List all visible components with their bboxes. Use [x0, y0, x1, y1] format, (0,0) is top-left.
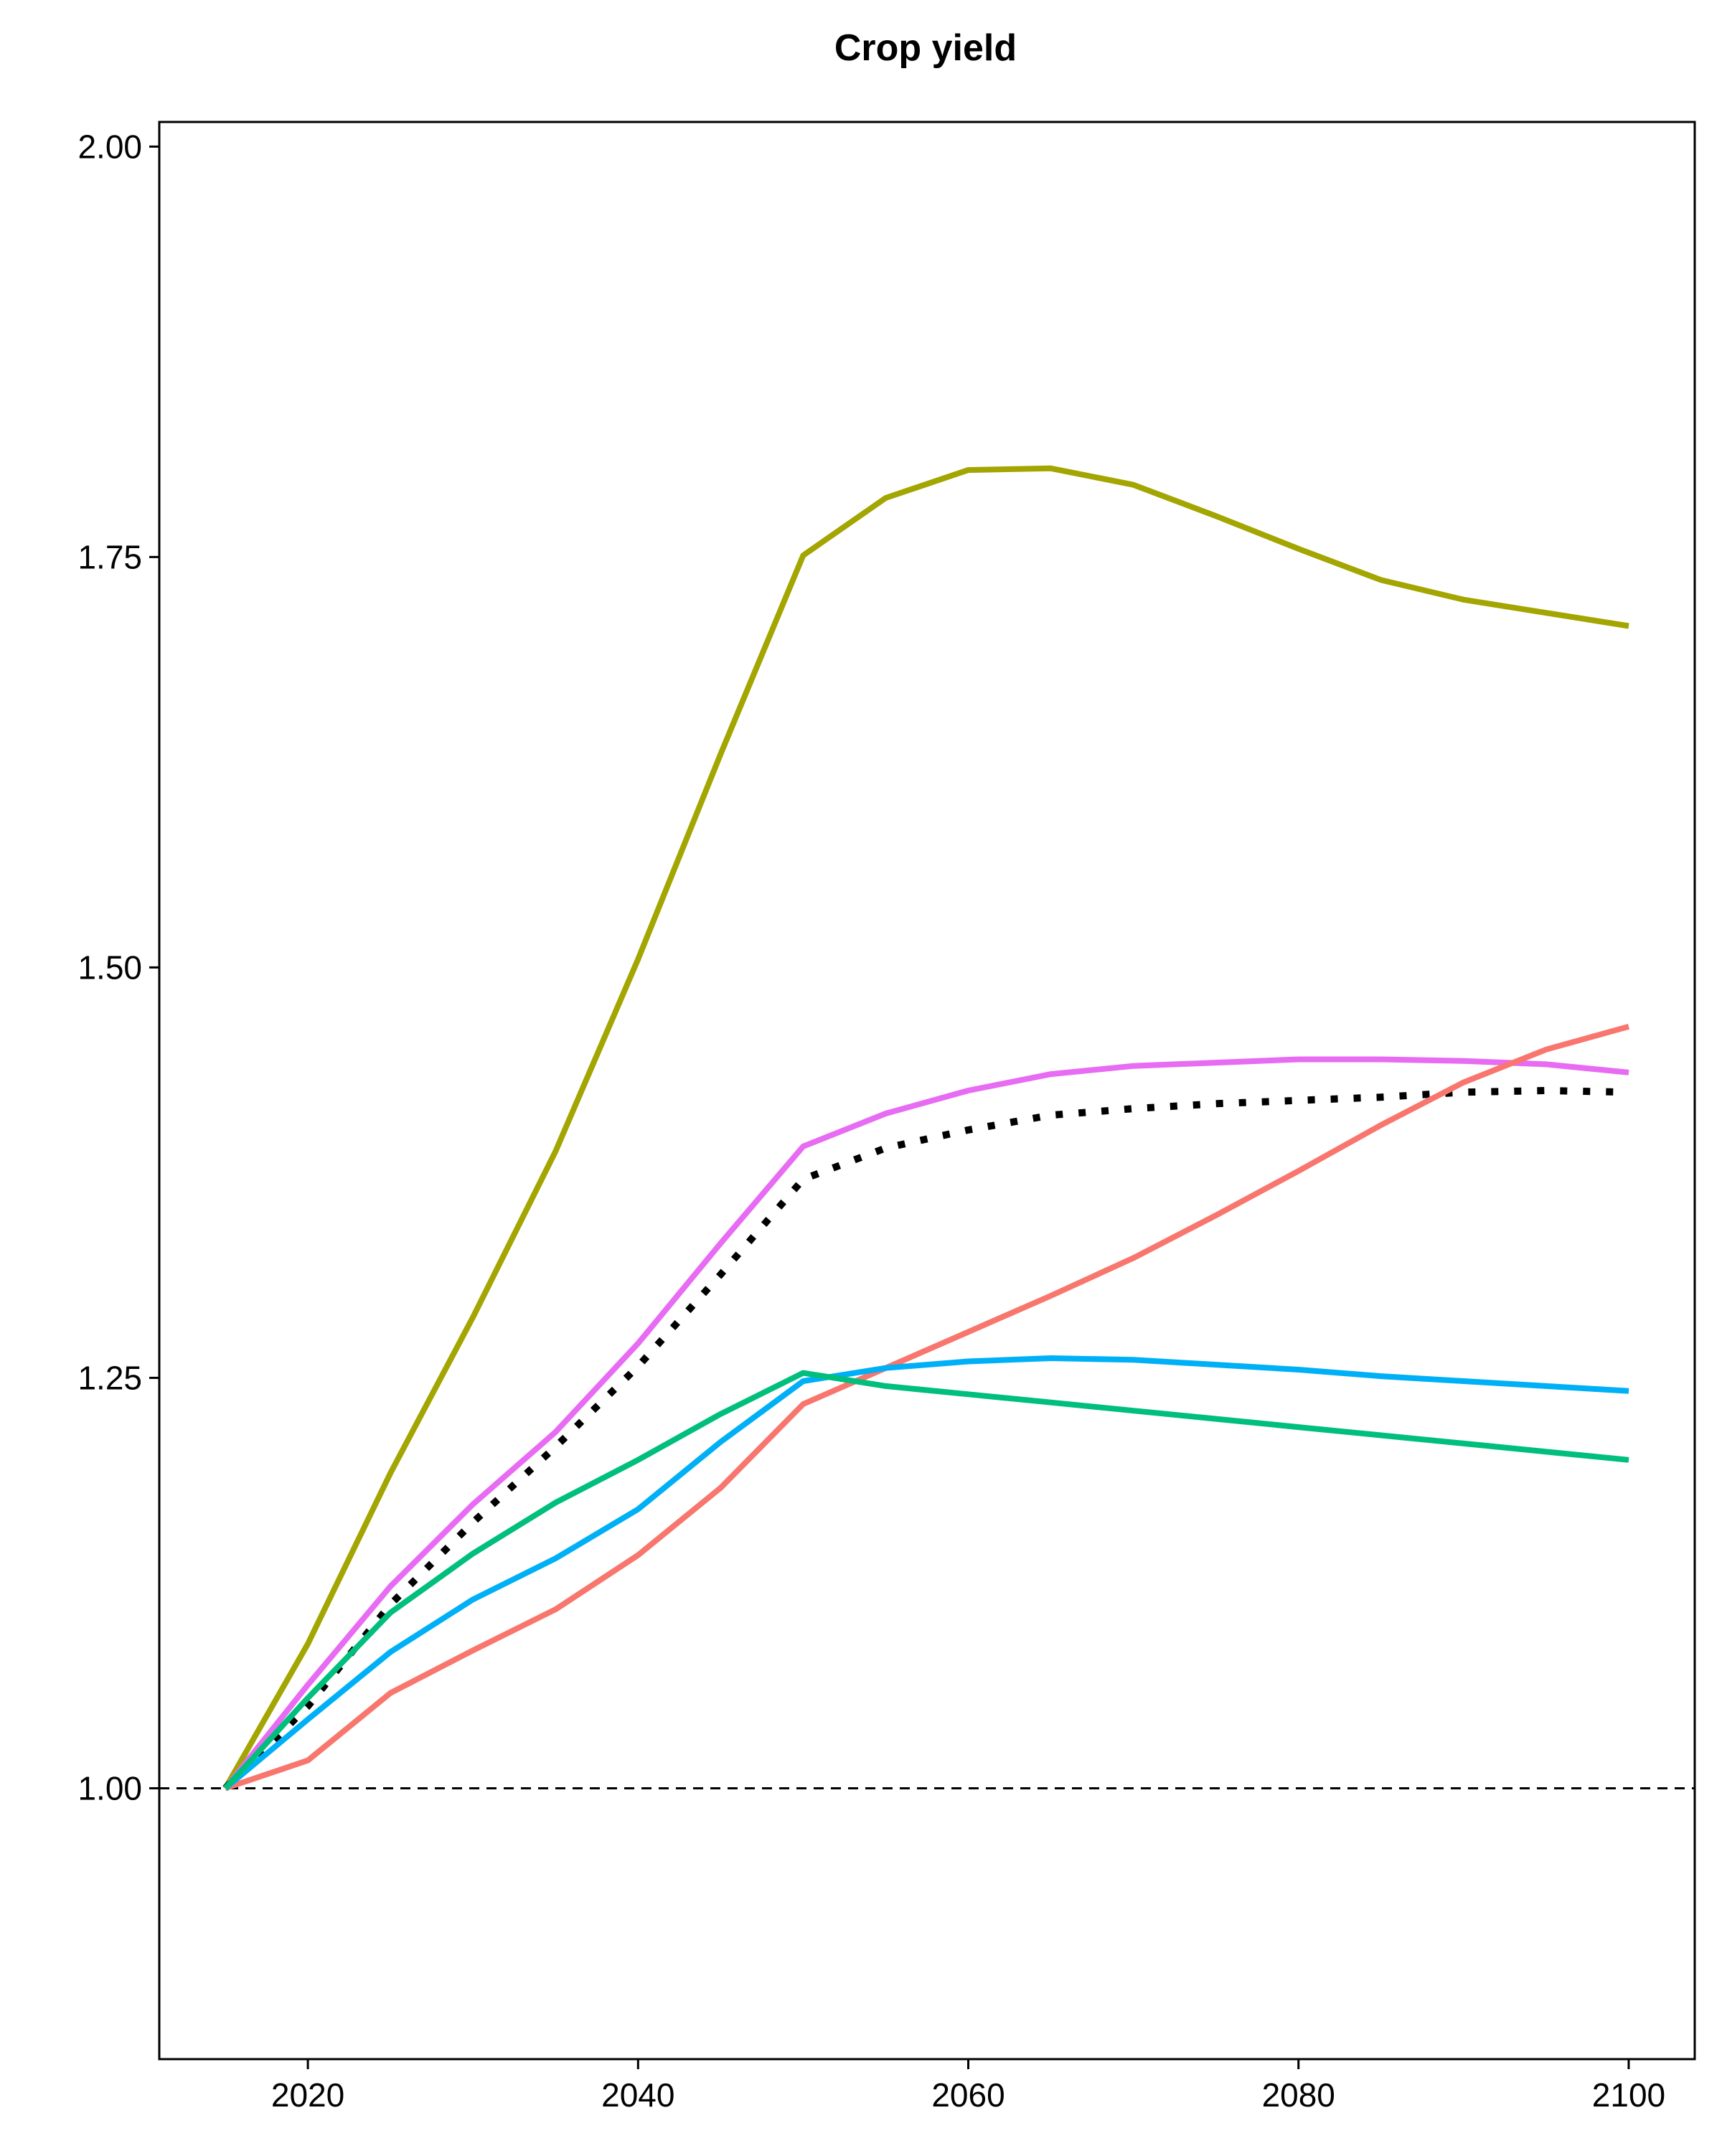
series-line-1 [222, 465, 1629, 1790]
y-tick-label: 1.75 [77, 538, 142, 575]
y-tick-label: 1.25 [77, 1359, 142, 1396]
series-line-5 [223, 1355, 1629, 1791]
series-group [222, 465, 1630, 1792]
x-tick-label: 2080 [1262, 2076, 1335, 2114]
x-tick-label: 2100 [1592, 2076, 1665, 2114]
y-axis: 1.00 1.25 1.50 1.75 2.00 [77, 128, 159, 1807]
x-axis: 2020 2040 2060 2080 2100 [271, 2059, 1665, 2114]
x-tick-label: 2060 [931, 2076, 1004, 2114]
series-line-4 [224, 1023, 1630, 1792]
series-line-6 [223, 1370, 1629, 1791]
chart-title: Crop yield [834, 27, 1017, 69]
y-tick-label: 1.50 [77, 948, 142, 986]
y-tick-label: 2.00 [77, 128, 142, 165]
plot-frame [158, 121, 1696, 2061]
series-line-3 [222, 1087, 1629, 1792]
series-line-2 [222, 1056, 1629, 1790]
y-tick-label: 1.00 [77, 1769, 142, 1807]
x-tick-label: 2040 [601, 2076, 674, 2114]
x-tick-label: 2020 [271, 2076, 344, 2114]
